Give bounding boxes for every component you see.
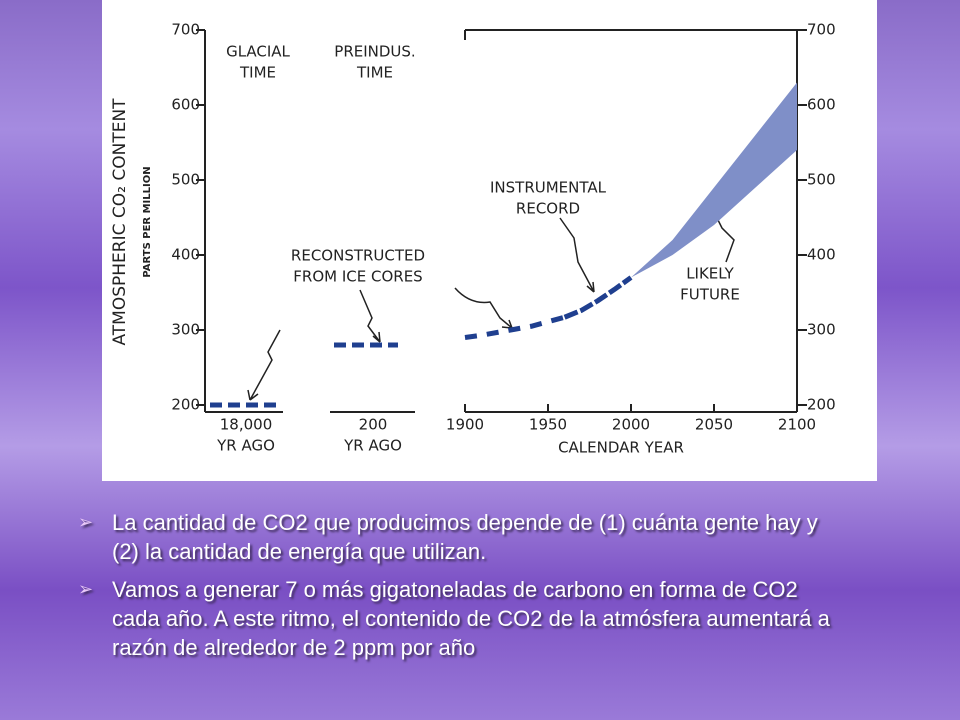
x-tick-label: 1950 [529,416,567,434]
panel-label: TIME [239,64,276,82]
x-axis-title: CALENDAR YEAR [558,439,684,457]
y-axis-title: ATMOSPHERIC CO₂ CONTENT [110,98,130,346]
bullet-list: La cantidad de CO2 que producimos depend… [78,508,838,671]
y2-tick-label: 200 [807,396,836,414]
x-tick-label: 1900 [446,416,484,434]
x-tick-label: 2000 [612,416,650,434]
annotation-arrows [247,211,735,401]
panel-x-label: 18,000 [220,416,273,434]
annotation: INSTRUMENTAL [490,179,607,197]
panel-x-label: YR AGO [216,437,275,455]
series-line [563,275,633,320]
future-band [631,82,797,278]
y-tick-label: 700 [171,21,200,39]
series-line [464,314,566,340]
arrow [454,287,513,329]
arrow [559,217,595,293]
bullet: Vamos a generar 7 o más gigatoneladas de… [78,575,838,662]
y2-tick-label: 600 [807,96,836,114]
x-tick-label: 2100 [778,416,816,434]
annotation: LIKELY [686,265,734,283]
y-tick-label: 500 [171,171,200,189]
y-tick-label: 200 [171,396,200,414]
annotation: RECORD [516,200,580,218]
y2-tick-label: 700 [807,21,836,39]
arrow [247,329,281,401]
panel-label: PREINDUS. [334,43,415,61]
plot: 200 300 400 500 600 700 200 300 400 500 600 700 1900… [110,21,836,457]
annotation: FROM ICE CORES [293,268,422,286]
y2-tick-label: 400 [807,246,836,264]
y2-tick-label: 300 [807,321,836,339]
x-tick-label: 2050 [695,416,733,434]
y2-tick-label: 500 [807,171,836,189]
bullet: La cantidad de CO2 que producimos depend… [78,508,838,566]
panel-x-label: YR AGO [343,437,402,455]
y-axis-units: PARTS PER MILLION [142,166,153,277]
chart: 200 300 400 500 600 700 200 300 400 500 600 700 1900… [110,21,836,457]
y-tick-label: 300 [171,321,200,339]
annotation: RECONSTRUCTED [291,247,425,265]
arrow [359,289,381,343]
panel-label: GLACIAL [226,43,290,61]
y-tick-label: 600 [171,96,200,114]
panel-label: TIME [356,64,393,82]
annotation: FUTURE [680,286,740,304]
panel-x-label: 200 [359,416,388,434]
y-tick-label: 400 [171,246,200,264]
chart-image: 200 300 400 500 600 700 200 300 400 500 600 700 1900… [102,0,877,481]
